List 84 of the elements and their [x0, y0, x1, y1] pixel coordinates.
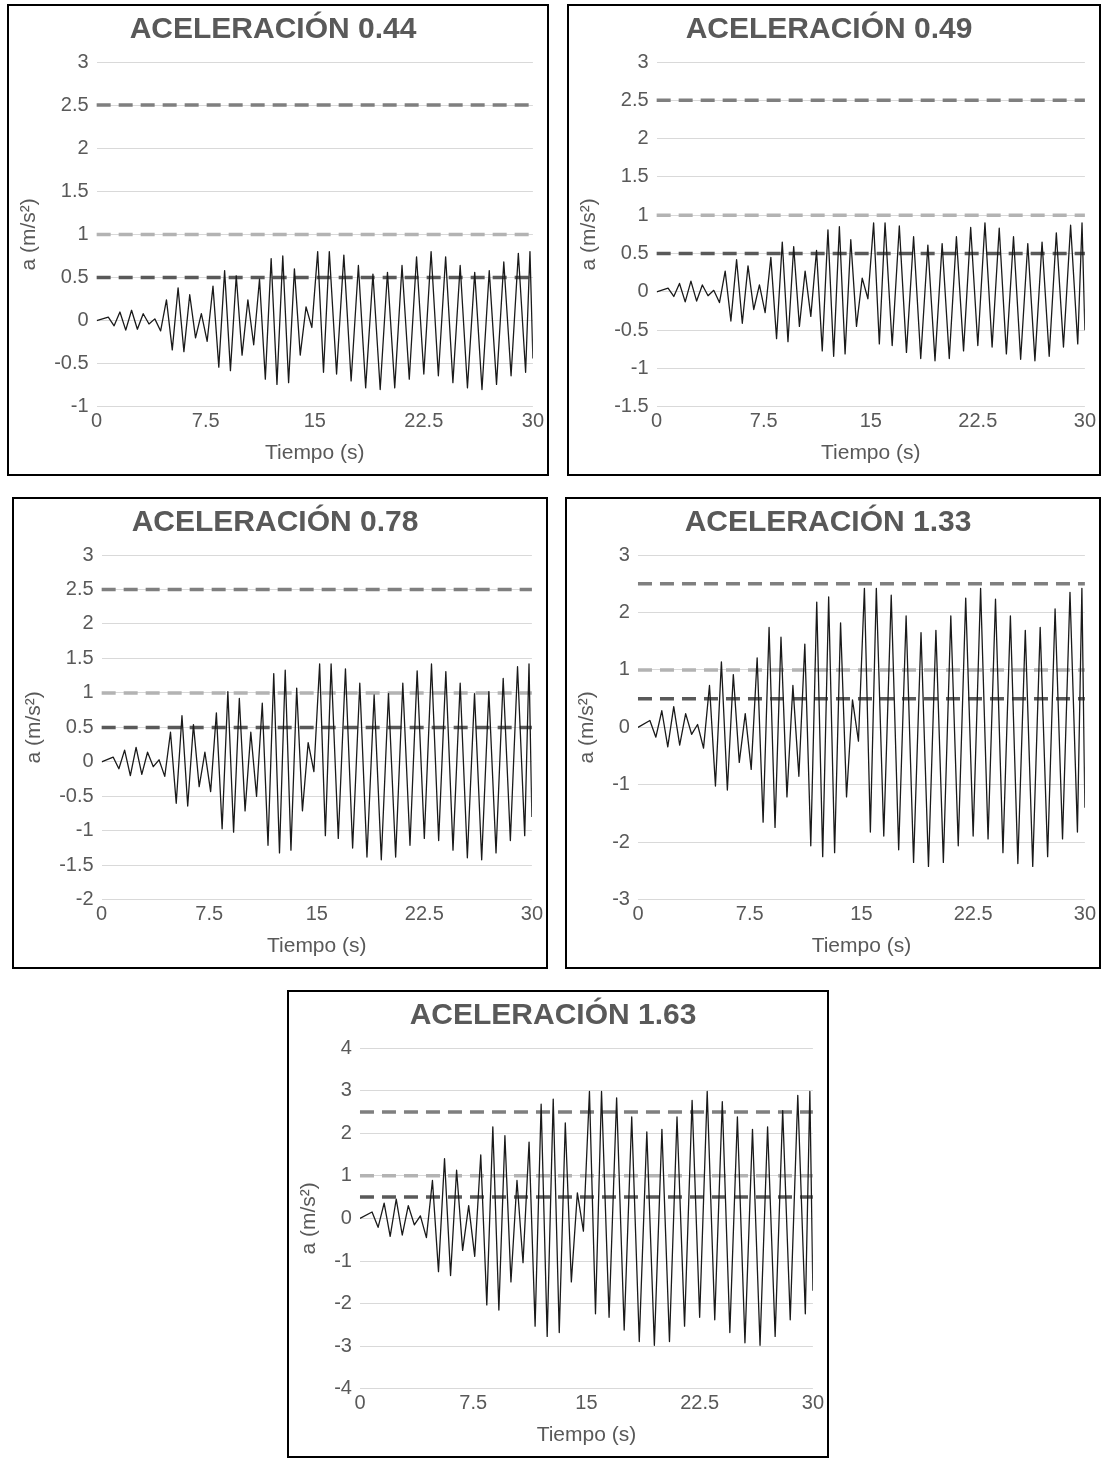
y-tick-label: -1	[75, 818, 94, 841]
y-tick-label: 0.5	[620, 241, 649, 264]
x-tick-label: 7.5	[459, 1391, 488, 1414]
y-tick-label: -3	[334, 1333, 352, 1356]
y-tick-label: 2	[637, 126, 649, 149]
y-axis-title: a (m/s²)	[16, 198, 40, 271]
x-axis-title: Tiempo (s)	[264, 440, 365, 464]
x-tick-label: 0	[651, 409, 663, 432]
chart-title: ACELERACIÓN 0.44	[129, 11, 417, 45]
y-axis-title: a (m/s²)	[576, 198, 600, 271]
x-tick-label: 30	[801, 1391, 824, 1414]
y-tick-label: 4	[340, 1035, 352, 1058]
chart-title: ACELERACIÓN 0.78	[131, 504, 419, 538]
y-tick-label: 0	[82, 749, 94, 772]
chart-title: ACELERACIÓN 1.63	[409, 997, 697, 1031]
x-tick-label: 7.5	[749, 409, 778, 432]
x-tick-label: 15	[305, 902, 328, 925]
y-tick-label: -1	[70, 394, 89, 417]
x-tick-label: 22.5	[958, 409, 998, 432]
x-tick-label: 30	[521, 409, 544, 432]
y-tick-label: 2.5	[65, 577, 94, 599]
chart-title: ACELERACIÓN 0.49	[685, 11, 973, 45]
x-axis-title: Tiempo (s)	[811, 933, 912, 957]
x-axis-title: Tiempo (s)	[820, 440, 921, 464]
y-tick-label: 2	[82, 611, 94, 634]
x-tick-label: 0	[354, 1391, 366, 1414]
y-tick-label: -3	[612, 887, 630, 910]
y-tick-label: -4	[334, 1376, 352, 1399]
y-tick-label: -1	[630, 356, 649, 378]
y-axis-title: a (m/s²)	[21, 691, 45, 764]
y-tick-label: -2	[612, 829, 630, 852]
y-tick-label: 2.5	[620, 87, 649, 110]
y-tick-label: 1	[340, 1163, 352, 1186]
x-tick-label: 15	[850, 902, 873, 925]
y-tick-label: 1.5	[620, 164, 649, 187]
y-tick-label: -1	[612, 772, 630, 795]
x-tick-label: 15	[303, 409, 326, 432]
y-tick-label: 3	[637, 49, 649, 72]
y-axis-title: a (m/s²)	[574, 691, 598, 764]
y-tick-label: 0.5	[60, 265, 89, 288]
y-tick-label: -1.5	[59, 852, 94, 875]
y-tick-label: 1	[82, 680, 94, 703]
x-tick-label: 22.5	[953, 902, 993, 925]
y-tick-label: 1	[618, 657, 630, 680]
y-tick-label: 2	[618, 599, 630, 622]
x-tick-label: 22.5	[404, 409, 444, 432]
y-tick-label: 2.5	[60, 92, 89, 115]
y-tick-label: 2	[77, 135, 89, 158]
y-tick-label: -0.5	[59, 783, 94, 806]
x-tick-label: 15	[859, 409, 882, 432]
y-tick-label: 0.5	[65, 714, 94, 737]
y-tick-label: 3	[77, 49, 89, 72]
y-tick-label: 3	[618, 542, 630, 565]
x-tick-label: 22.5	[680, 1391, 720, 1414]
y-tick-label: 1.5	[60, 178, 89, 201]
x-tick-label: 30	[520, 902, 543, 925]
y-tick-label: -2	[75, 887, 94, 910]
y-tick-label: 3	[82, 542, 94, 565]
y-tick-label: 1.5	[65, 645, 94, 668]
x-tick-label: 0	[96, 902, 108, 925]
y-tick-label: 0	[340, 1205, 352, 1228]
y-tick-label: 2	[340, 1120, 352, 1143]
x-tick-label: 30	[1073, 409, 1096, 432]
y-tick-label: -1	[334, 1248, 352, 1271]
x-tick-label: 7.5	[735, 902, 764, 925]
y-tick-label: 3	[340, 1078, 352, 1101]
y-tick-label: -0.5	[614, 317, 649, 340]
y-tick-label: -1.5	[614, 394, 649, 417]
y-tick-label: -2	[334, 1291, 352, 1314]
y-tick-label: 1	[637, 202, 649, 225]
y-tick-label: 0	[77, 308, 89, 331]
chart-title: ACELERACIÓN 1.33	[684, 504, 972, 538]
x-tick-label: 7.5	[191, 409, 220, 432]
x-tick-label: 15	[575, 1391, 598, 1414]
y-tick-label: 1	[77, 221, 89, 244]
x-axis-title: Tiempo (s)	[266, 933, 367, 957]
y-tick-label: 0	[637, 279, 649, 302]
y-tick-label: 0	[618, 714, 630, 737]
x-tick-label: 22.5	[404, 902, 444, 925]
x-axis-title: Tiempo (s)	[536, 1422, 637, 1446]
x-tick-label: 7.5	[195, 902, 224, 925]
y-tick-label: -0.5	[54, 351, 89, 374]
x-tick-label: 30	[1073, 902, 1096, 925]
y-axis-title: a (m/s²)	[296, 1182, 320, 1255]
